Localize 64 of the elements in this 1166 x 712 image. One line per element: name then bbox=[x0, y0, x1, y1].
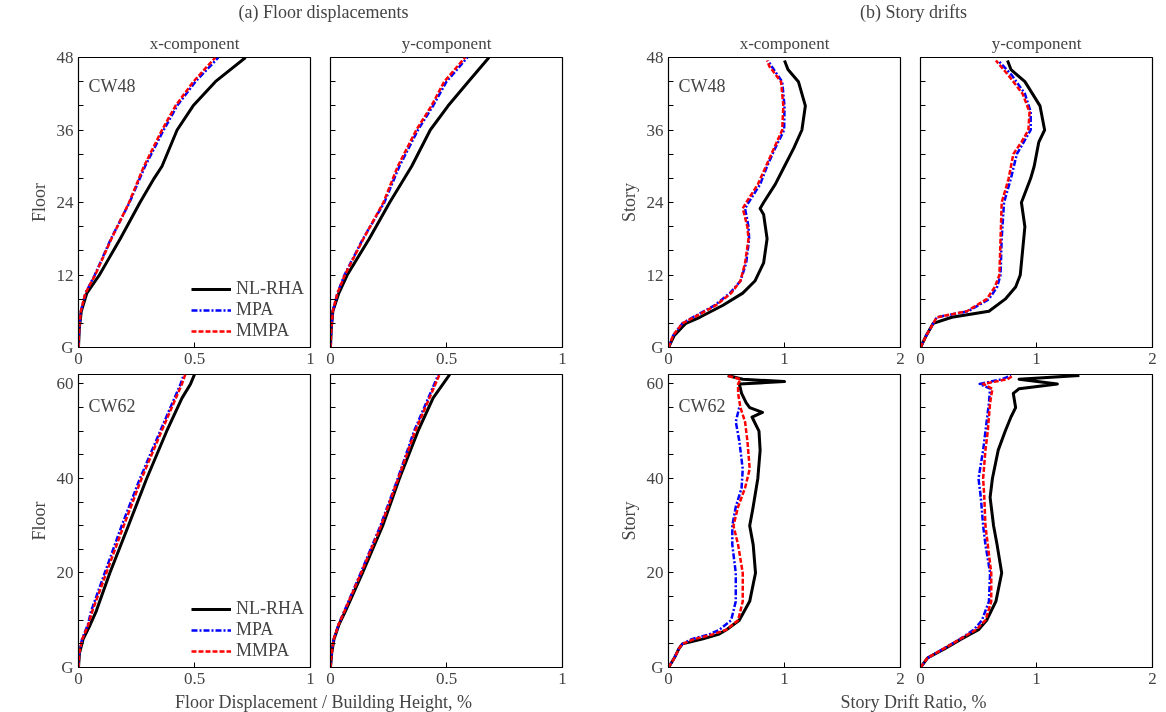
chart-subtitle: y-component bbox=[991, 33, 1082, 53]
x-tick-label: 0.5 bbox=[183, 668, 206, 688]
x-tick-label: 0 bbox=[664, 668, 673, 688]
y-tick-label: 40 bbox=[56, 468, 74, 488]
chart-subtitle: x-component bbox=[149, 33, 240, 53]
legend-label: MPA bbox=[236, 619, 274, 640]
y-tick-label: 20 bbox=[56, 563, 74, 583]
x-tick-label: 0 bbox=[326, 348, 335, 368]
x-tick-label: 2 bbox=[1148, 348, 1157, 368]
legend-label: NL-RHA bbox=[236, 278, 304, 299]
y-tick-label: 40 bbox=[646, 468, 664, 488]
x-tick-label: 2 bbox=[896, 668, 905, 688]
x-axis-title: Floor Displacement / Building Height, % bbox=[175, 691, 472, 712]
x-tick-label: 0 bbox=[916, 668, 925, 688]
y-tick-label: G bbox=[61, 338, 74, 357]
legend-label: MMPA bbox=[236, 320, 290, 341]
legend-label: MMPA bbox=[236, 640, 290, 661]
y-axis-title: Story bbox=[618, 182, 639, 222]
chart-subtitle: x-component bbox=[739, 33, 830, 53]
x-axis-title: Story Drift Ratio, % bbox=[840, 691, 987, 712]
x-tick-label: 0 bbox=[664, 348, 673, 368]
x-tick-label: 1 bbox=[1032, 348, 1041, 368]
x-tick-label: 0.5 bbox=[183, 348, 206, 368]
x-tick-label: 2 bbox=[896, 348, 905, 368]
y-tick-label: 60 bbox=[56, 374, 74, 394]
y-tick-label: 12 bbox=[56, 265, 74, 285]
y-tick-label: 12 bbox=[646, 265, 664, 285]
x-tick-label: 1 bbox=[306, 348, 315, 368]
y-tick-label: 24 bbox=[646, 193, 664, 212]
y-tick-label: 60 bbox=[646, 374, 664, 394]
x-tick-label: 1 bbox=[780, 348, 789, 368]
x-tick-label: 0 bbox=[326, 668, 335, 688]
legend-label: NL-RHA bbox=[236, 598, 304, 619]
x-tick-label: 1 bbox=[558, 668, 567, 688]
annotation: CW62 bbox=[678, 395, 726, 416]
y-tick-label: 36 bbox=[646, 120, 664, 140]
x-tick-label: 1 bbox=[306, 668, 315, 688]
y-tick-label: 48 bbox=[646, 48, 664, 67]
y-tick-label: 20 bbox=[646, 563, 664, 583]
y-tick-label: G bbox=[651, 338, 664, 357]
y-axis-title: Story bbox=[618, 501, 639, 541]
x-tick-label: 0 bbox=[74, 668, 83, 688]
y-tick-label: G bbox=[61, 658, 74, 677]
y-tick-label: G bbox=[651, 658, 664, 677]
chart-title: (a) Floor displacements bbox=[238, 1, 409, 23]
x-tick-label: 0 bbox=[916, 348, 925, 368]
x-tick-label: 0.5 bbox=[435, 348, 458, 368]
legend-label: MPA bbox=[236, 299, 274, 320]
annotation: CW48 bbox=[678, 75, 726, 96]
y-tick-label: 36 bbox=[56, 120, 74, 140]
chart-subtitle: y-component bbox=[401, 33, 492, 53]
x-tick-label: 1 bbox=[780, 668, 789, 688]
y-axis-title: Floor bbox=[28, 182, 49, 222]
y-tick-label: 48 bbox=[56, 48, 74, 67]
annotation: CW62 bbox=[88, 395, 136, 416]
chart-title: (b) Story drifts bbox=[860, 1, 968, 23]
x-tick-label: 2 bbox=[1148, 668, 1157, 688]
x-tick-label: 0 bbox=[74, 348, 83, 368]
x-tick-label: 1 bbox=[558, 348, 567, 368]
y-axis-title: Floor bbox=[28, 501, 49, 541]
annotation: CW48 bbox=[88, 75, 136, 96]
x-tick-label: 1 bbox=[1032, 668, 1041, 688]
y-tick-label: 24 bbox=[56, 193, 74, 212]
x-tick-label: 0.5 bbox=[435, 668, 458, 688]
